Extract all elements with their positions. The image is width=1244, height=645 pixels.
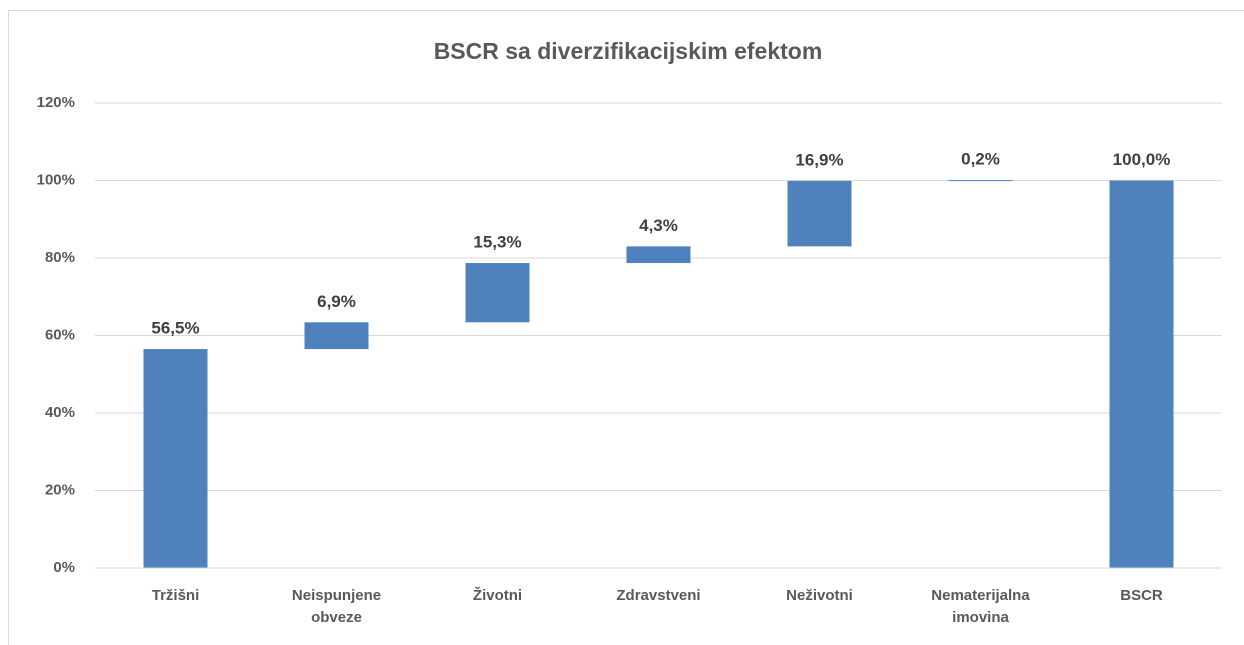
y-tick-label: 20% xyxy=(45,481,75,498)
data-label: 100,0% xyxy=(1113,150,1171,169)
x-tick-label: Zdravstveni xyxy=(616,587,700,604)
data-label: 0,2% xyxy=(961,150,1000,169)
x-tick-label: Neživotni xyxy=(786,587,853,604)
bar xyxy=(948,180,1013,182)
y-tick-label: 0% xyxy=(53,559,75,576)
x-tick-label: Nematerijalna imovina xyxy=(931,587,1030,626)
bar xyxy=(465,263,530,323)
y-tick-label: 120% xyxy=(37,94,75,111)
bar xyxy=(626,246,691,264)
y-tick-label: 100% xyxy=(37,171,75,188)
x-tick-label: Tržišni xyxy=(152,587,200,604)
data-label: 16,9% xyxy=(795,150,843,169)
y-tick-label: 60% xyxy=(45,326,75,343)
bar xyxy=(787,180,852,247)
y-tick-label: 40% xyxy=(45,404,75,421)
data-label: 4,3% xyxy=(639,216,678,235)
x-tick-label: BSCR xyxy=(1120,587,1163,604)
data-label: 56,5% xyxy=(151,319,199,338)
bar xyxy=(1109,180,1174,568)
y-tick-label: 80% xyxy=(45,249,75,266)
chart-border xyxy=(8,10,1244,645)
data-label: 6,9% xyxy=(317,292,356,311)
chart-title: BSCR sa diverzifikacijskim efektom xyxy=(434,38,823,64)
x-tick-label: Životni xyxy=(473,586,522,604)
x-tick-label: Neispunjene obveze xyxy=(292,587,381,626)
bar xyxy=(143,349,208,568)
bar xyxy=(304,322,369,350)
data-label: 15,3% xyxy=(473,233,521,252)
